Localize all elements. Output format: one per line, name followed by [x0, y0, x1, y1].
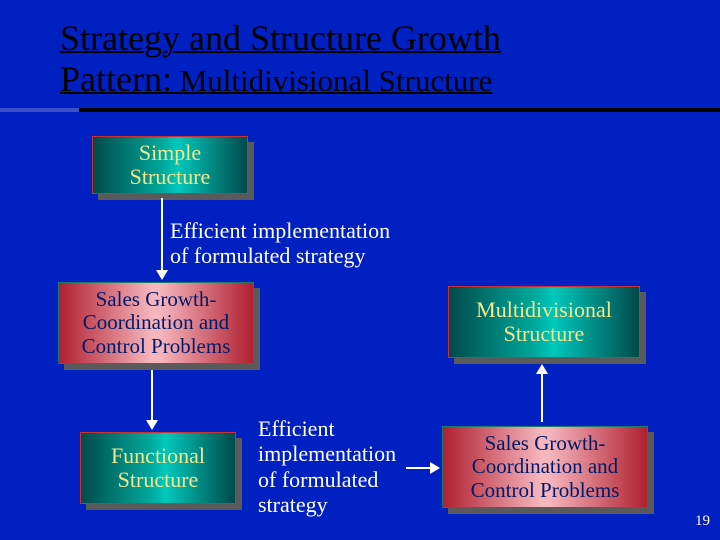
- label-efficient-1: Efficient implementationof formulated st…: [170, 218, 390, 269]
- slide-title: Strategy and Structure Growth Pattern: M…: [60, 18, 501, 101]
- box-functional: FunctionalStructure: [80, 432, 236, 504]
- page-number: 19: [695, 513, 710, 530]
- title-line2a: Pattern:: [60, 59, 172, 99]
- box-sales-growth-1: Sales Growth-Coordination andControl Pro…: [58, 282, 254, 364]
- box-simple-structure-text: SimpleStructure: [130, 141, 211, 189]
- box-functional-text: FunctionalStructure: [111, 444, 205, 492]
- box-sales-growth-2-text: Sales Growth-Coordination andControl Pro…: [471, 432, 620, 501]
- box-sales-growth-1-text: Sales Growth-Coordination andControl Pro…: [82, 288, 231, 357]
- title-line2b: Multidivisional Structure: [172, 63, 492, 98]
- title-rule: [0, 108, 720, 112]
- box-simple-structure: SimpleStructure: [92, 136, 248, 194]
- box-multidivisional-text: MultidivisionalStructure: [476, 298, 612, 346]
- title-line1: Strategy and Structure Growth: [60, 18, 501, 58]
- box-sales-growth-2: Sales Growth-Coordination andControl Pro…: [442, 426, 648, 508]
- box-multidivisional: MultidivisionalStructure: [448, 286, 640, 358]
- label-efficient-2: Efficientimplementationof formulatedstra…: [258, 416, 396, 517]
